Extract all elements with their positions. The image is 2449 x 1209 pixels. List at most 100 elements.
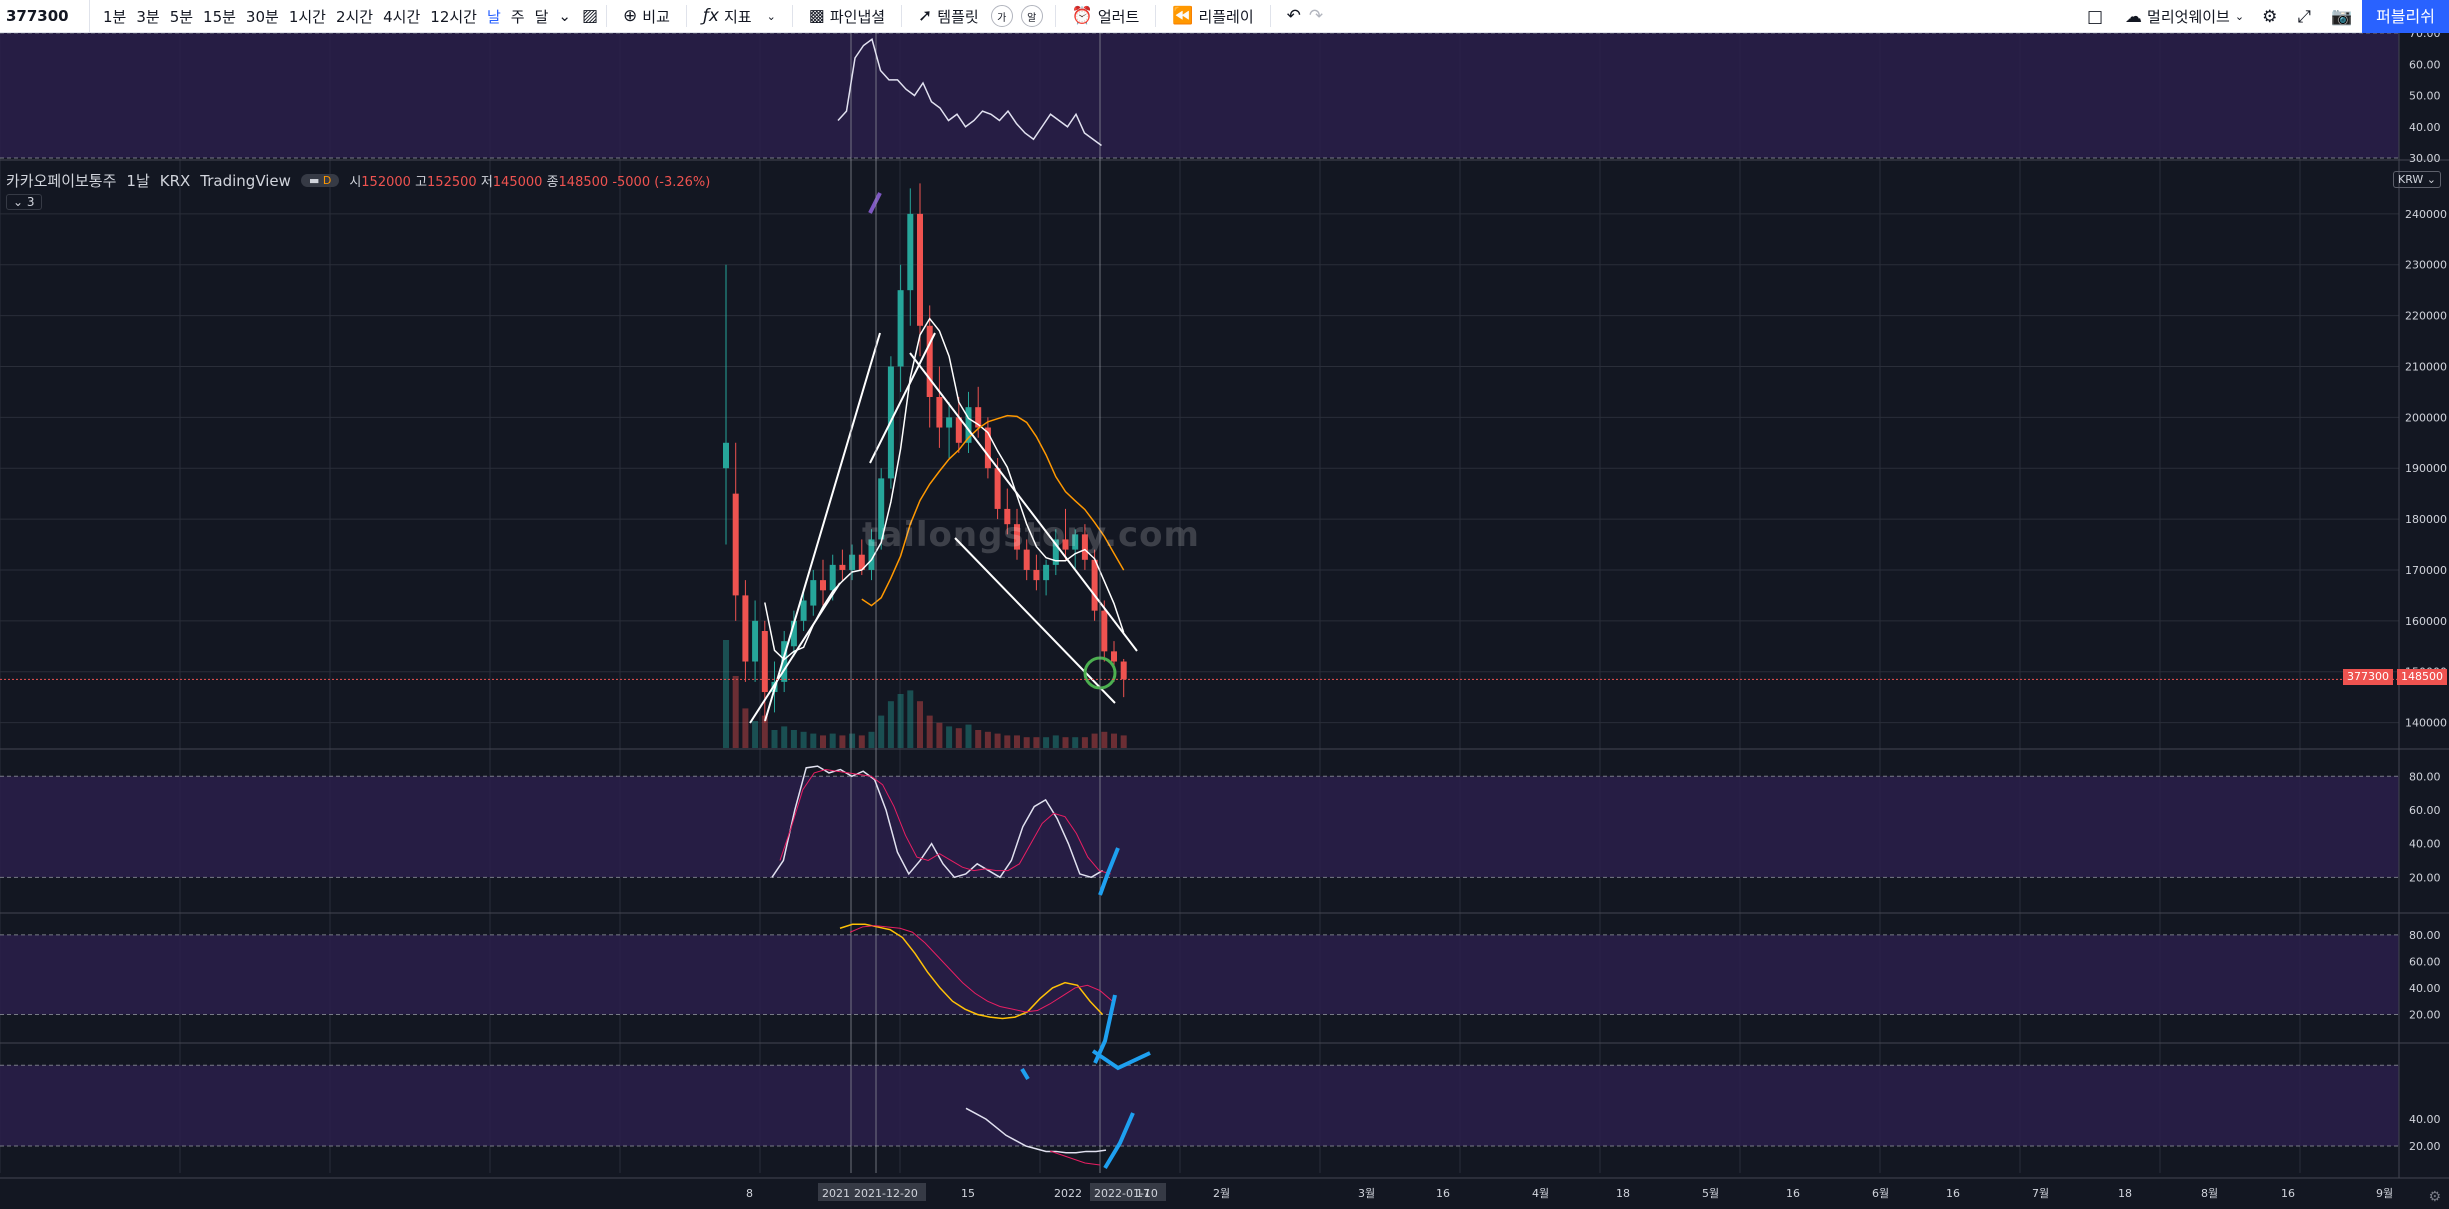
candle-body <box>790 620 797 647</box>
volume-bar <box>781 726 788 748</box>
circle-text-icon[interactable]: 가 <box>990 5 1013 27</box>
legend-interval: 1날 <box>126 172 150 190</box>
pine-editor-button[interactable]: ▩ 파인냅셜 <box>808 6 886 26</box>
time-label-highlight <box>818 1183 852 1201</box>
osc2-band <box>0 934 2399 1015</box>
gear-icon[interactable]: ⚙ <box>2428 1189 2441 1205</box>
candle-body <box>917 213 923 326</box>
candle-body <box>1111 651 1117 662</box>
interval-9[interactable]: 날 <box>486 7 501 26</box>
compare-button[interactable]: ⊕ 비교 <box>623 6 670 26</box>
undo-icon[interactable]: ↶ <box>1286 6 1301 26</box>
low-value: 145000 <box>492 175 543 190</box>
separator <box>1269 5 1271 27</box>
alert-button[interactable]: ⏰ 얼러트 <box>1071 6 1140 26</box>
symbol-search[interactable]: 377300 <box>0 0 90 33</box>
osc1-k-line <box>771 765 1103 879</box>
circle-alarm-icon[interactable]: 알 <box>1020 5 1043 27</box>
interval-6[interactable]: 2시간 <box>335 7 374 26</box>
candle-body <box>1062 539 1069 550</box>
purple-pen-mark <box>868 192 882 214</box>
top-toolbar: 377300 1분 3분 5분 15분 30분 1시간 2시간 4시간 12시간 날 주 달 ⌄ ▨ ⊕… <box>0 0 2449 33</box>
rsi-tick-label: 30.00 <box>2409 152 2441 165</box>
interval-11[interactable]: 달 <box>534 7 549 26</box>
rsi-band <box>0 33 2399 158</box>
current-price-tag: 148500 <box>2397 669 2447 685</box>
volume-bar <box>965 724 972 748</box>
expand-icon[interactable]: ⤢ <box>2297 6 2311 27</box>
legend-pill[interactable]: ▬ D <box>300 174 340 187</box>
fullscreen-box-icon[interactable]: □ <box>2086 6 2104 27</box>
interval-3[interactable]: 15분 <box>203 7 236 26</box>
redo-icon[interactable]: ↷ <box>1308 6 1324 26</box>
volume-bar <box>829 733 836 748</box>
camera-icon[interactable]: 📷 <box>2330 6 2353 27</box>
candle-body <box>1052 539 1059 565</box>
osc1-d-line <box>779 769 1111 875</box>
chevron-down-icon[interactable]: ⌄ <box>558 7 571 25</box>
symbol-name[interactable]: 카카오페이보통주 <box>6 172 117 190</box>
candles-style-icon[interactable]: ▨ <box>581 6 599 26</box>
candle-body <box>723 442 729 469</box>
price-tick-label: 160000 <box>2405 615 2447 628</box>
interval-1[interactable]: 3분 <box>136 7 160 26</box>
volume-bar <box>868 731 875 748</box>
chevron-down-icon: ⌄ <box>766 9 776 23</box>
price-tick-label: 240000 <box>2405 208 2447 221</box>
interval-4[interactable]: 30분 <box>245 7 279 26</box>
separator <box>1054 5 1056 27</box>
main-legend: 카카오페이보통주 1날 KRX TradingView ▬ D 시152000 … <box>6 170 710 191</box>
candle-body <box>926 325 933 397</box>
time-tick-label: 3월 <box>1358 1187 1375 1200</box>
interval-7[interactable]: 4시간 <box>383 7 421 26</box>
volume-bar <box>1023 737 1030 748</box>
interval-10[interactable]: 주 <box>510 7 525 26</box>
rsi-tick-label: 60.00 <box>2409 58 2441 71</box>
osc3-band <box>0 1065 2399 1147</box>
currency-selector[interactable]: KRW ⌄ <box>2392 171 2441 188</box>
time-label-highlight <box>850 1183 926 1201</box>
low-label: 저 <box>480 175 493 190</box>
volume-bar <box>1111 733 1117 748</box>
legend-collapse-button[interactable]: ⌄ 3 <box>6 194 42 210</box>
publish-button[interactable]: 퍼블리쉬 <box>2362 0 2449 33</box>
time-tick-label: 7월 <box>2032 1187 2049 1200</box>
osc2-tick-label: 80.00 <box>2409 929 2441 942</box>
watermark-text: tailongstory.com <box>862 515 1200 555</box>
volume-bar <box>1081 737 1088 748</box>
candle-body <box>1072 534 1079 550</box>
candle-body <box>878 478 885 540</box>
line-chart-icon: ➚ <box>918 6 933 26</box>
volume-bar <box>907 690 914 748</box>
interval-group: 1분 3분 5분 15분 30분 1시간 2시간 4시간 12시간 날 주 달 ⌄ <box>90 6 576 27</box>
toolbar-right: □ ☁ 멀리엇웨이브 ⌄ ⚙ ⤢ 📷 퍼블리쉬 <box>2087 0 2449 33</box>
high-value: 152500 <box>427 175 477 190</box>
indicators-button[interactable]: ƒx 지표 ⌄ <box>702 6 776 26</box>
time-tick-label: 16 <box>2281 1187 2295 1200</box>
trendline-break <box>869 332 936 464</box>
volume-bar <box>849 733 856 748</box>
templates-button[interactable]: ➚ 템플릿 <box>918 6 979 26</box>
candle-body <box>946 417 953 428</box>
chart-canvas[interactable]: 1400001500001600001700001800001900002000… <box>0 33 2449 1209</box>
volume-bar <box>887 701 894 748</box>
interval-0[interactable]: 1분 <box>103 7 127 26</box>
osc3-line <box>965 1107 1107 1154</box>
time-tick-label: 6월 <box>1872 1187 1889 1200</box>
osc3-signal-line <box>1049 1150 1101 1166</box>
candle-body <box>1004 508 1011 525</box>
time-tick-label: 4월 <box>1532 1187 1549 1200</box>
interval-8[interactable]: 12시간 <box>430 7 477 26</box>
osc2-tick-label: 60.00 <box>2409 955 2441 968</box>
open-value: 152000 <box>361 175 411 190</box>
interval-5[interactable]: 1시간 <box>288 7 326 26</box>
gear-icon[interactable]: ⚙ <box>2262 6 2278 27</box>
interval-2[interactable]: 5분 <box>169 7 194 26</box>
price-tick-label: 190000 <box>2405 462 2447 475</box>
volume-bar <box>1014 735 1020 748</box>
layout-button[interactable]: ☁ 멀리엇웨이브 ⌄ <box>2125 6 2245 27</box>
replay-button[interactable]: ⏪ 리플레이 <box>1172 6 1254 26</box>
trendline-down-upper <box>909 352 1138 652</box>
candle-body <box>810 580 817 606</box>
candle-body <box>800 600 807 621</box>
